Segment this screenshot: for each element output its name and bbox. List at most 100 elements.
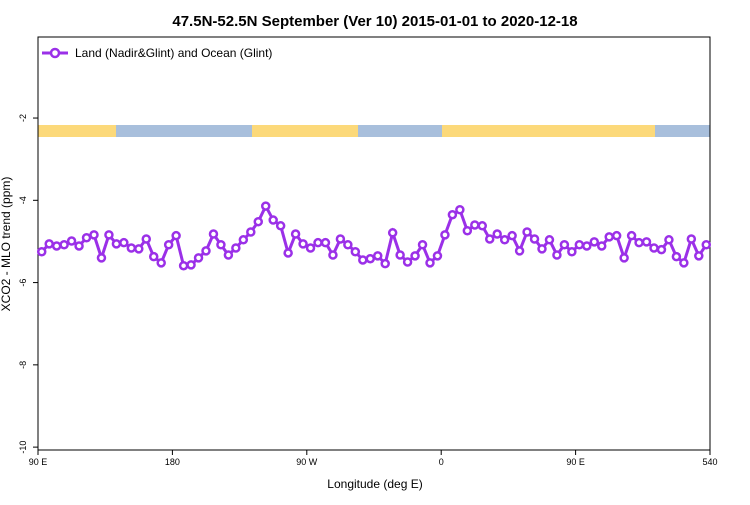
data-point xyxy=(410,251,420,261)
land-ocean-strip xyxy=(38,125,710,137)
data-point xyxy=(320,237,331,248)
data-point xyxy=(492,229,502,239)
data-point xyxy=(664,235,674,245)
data-point xyxy=(686,234,697,244)
data-point xyxy=(260,201,271,211)
data-point xyxy=(275,221,286,231)
data-point xyxy=(604,232,614,242)
data-point xyxy=(111,239,122,249)
data-point xyxy=(641,237,652,247)
data-point xyxy=(163,239,174,250)
data-point xyxy=(358,255,368,265)
data-point xyxy=(559,239,570,250)
data-point xyxy=(134,244,144,254)
legend-label: Land (Nadir&Glint) and Ocean (Glint) xyxy=(75,46,272,60)
data-point xyxy=(656,244,667,255)
y-tick-label: -10 xyxy=(18,441,28,454)
data-point xyxy=(582,241,592,251)
data-point xyxy=(89,230,99,240)
data-point xyxy=(402,257,413,267)
x-tick-label: 0 xyxy=(439,457,444,467)
y-tick-label: -2 xyxy=(18,114,28,122)
data-point xyxy=(335,234,346,244)
data-point xyxy=(193,253,204,263)
data-point xyxy=(96,253,107,263)
data-point xyxy=(350,246,361,257)
data-point xyxy=(298,239,308,249)
data-point xyxy=(552,250,562,260)
data-point xyxy=(544,235,555,245)
data-point xyxy=(462,225,473,236)
data-point xyxy=(178,260,189,271)
y-tick-label: -4 xyxy=(18,196,28,204)
data-point xyxy=(417,239,428,250)
data-point xyxy=(425,258,435,268)
y-axis-label: XCO2 - MLO trend (ppm) xyxy=(0,177,13,312)
data-point xyxy=(634,237,644,248)
data-point xyxy=(387,228,398,238)
data-point xyxy=(216,239,226,250)
data-point xyxy=(313,237,323,248)
data-point xyxy=(208,229,219,239)
x-tick-label: 540 xyxy=(702,457,717,467)
data-point xyxy=(619,253,629,263)
data-point xyxy=(238,235,249,245)
data-point xyxy=(701,239,712,250)
data-point xyxy=(328,250,338,260)
data-point xyxy=(507,230,517,241)
data-point xyxy=(447,209,458,220)
data-point xyxy=(126,243,137,253)
data-point xyxy=(66,236,77,246)
data-point xyxy=(290,229,301,239)
x-tick-label: 90 E xyxy=(566,457,585,467)
data-point xyxy=(74,241,84,251)
data-point xyxy=(223,250,234,260)
data-point xyxy=(148,251,159,262)
data-point xyxy=(529,234,540,244)
data-point xyxy=(372,251,383,261)
y-tick-label: -6 xyxy=(18,279,28,287)
data-point xyxy=(231,243,241,253)
plot-frame xyxy=(37,36,711,451)
data-point xyxy=(484,234,495,244)
x-axis-label: Longitude (deg E) xyxy=(327,477,422,491)
data-point xyxy=(36,246,47,257)
data-point xyxy=(380,258,390,269)
data-point xyxy=(283,248,293,258)
data-point xyxy=(141,234,152,244)
x-tick-label: 180 xyxy=(165,457,180,467)
data-point xyxy=(253,216,264,227)
data-point xyxy=(477,221,488,231)
data-point xyxy=(514,246,525,256)
legend-marker xyxy=(49,47,61,59)
data-point xyxy=(596,241,607,251)
x-tick-label: 90 E xyxy=(29,457,48,467)
data-point xyxy=(171,230,181,241)
data-point xyxy=(432,251,443,261)
data-point xyxy=(679,258,689,268)
data-point xyxy=(649,243,659,253)
data-point xyxy=(470,220,480,230)
data-point xyxy=(51,241,62,251)
data-point xyxy=(440,230,450,240)
data-point xyxy=(119,237,129,248)
data-point xyxy=(156,258,166,268)
data-point xyxy=(694,251,704,261)
data-point xyxy=(246,227,256,237)
data-point xyxy=(395,250,405,260)
data-point xyxy=(499,235,510,245)
data-point xyxy=(589,237,600,247)
data-point xyxy=(537,244,547,254)
data-point xyxy=(574,239,585,250)
data-point xyxy=(567,246,577,257)
data-point xyxy=(626,230,637,241)
data-point xyxy=(201,246,211,256)
data-point xyxy=(671,251,682,262)
data-point xyxy=(522,227,532,237)
x-tick-label: 90 W xyxy=(296,457,318,467)
data-point xyxy=(611,230,622,241)
data-point xyxy=(186,260,196,270)
data-point xyxy=(44,239,54,249)
data-point xyxy=(365,253,376,264)
chart-title: 47.5N-52.5N September (Ver 10) 2015-01-0… xyxy=(172,13,577,30)
